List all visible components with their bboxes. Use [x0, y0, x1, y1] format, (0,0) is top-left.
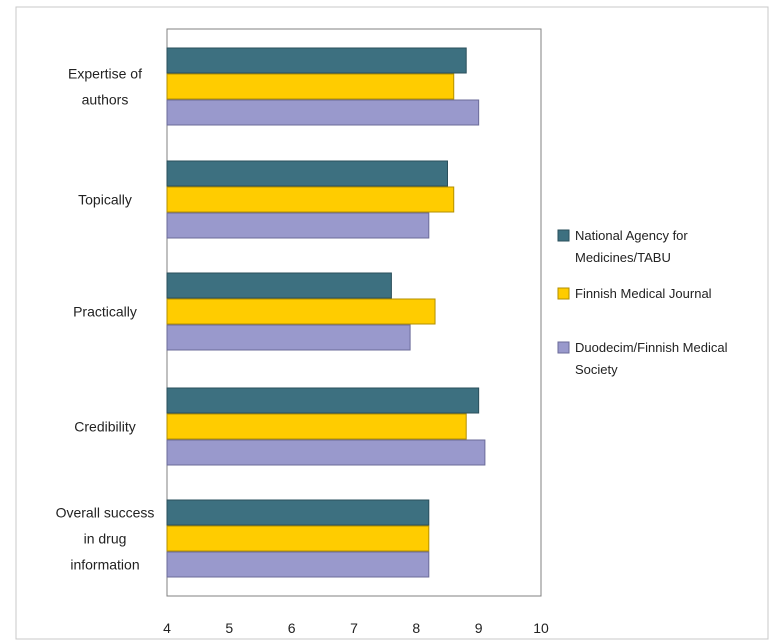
legend-label: Society	[575, 362, 618, 377]
bar	[166, 73, 455, 100]
bar	[166, 212, 430, 239]
category-label: Overall success	[56, 505, 155, 521]
category-label: in drug	[84, 531, 127, 547]
bar	[166, 186, 455, 213]
category-label: information	[70, 557, 139, 573]
x-tick-label: 5	[225, 620, 233, 636]
chart-frame	[15, 6, 769, 640]
bar	[166, 324, 411, 351]
category-label: Practically	[73, 304, 137, 320]
legend-label: Finnish Medical Journal	[575, 286, 712, 301]
bar	[166, 439, 486, 466]
legend-swatch	[557, 287, 570, 300]
x-tick-label: 7	[350, 620, 358, 636]
legend-label: Duodecim/Finnish Medical	[575, 340, 728, 355]
category-label: authors	[82, 92, 129, 108]
category-labels: Expertise of authors Topically Practically C…	[56, 66, 155, 573]
bar	[166, 298, 436, 325]
category-label: Credibility	[74, 419, 135, 435]
legend: National Agency for Medicines/TABU Finnish…	[557, 228, 728, 377]
x-axis-ticks: 4 5 6 7 8 9 10	[163, 620, 549, 636]
bar	[166, 551, 430, 578]
bar	[166, 47, 467, 74]
bar	[166, 160, 448, 187]
bars-group	[166, 47, 486, 578]
x-tick-label: 6	[288, 620, 296, 636]
legend-swatch	[557, 229, 570, 242]
bar	[166, 272, 392, 299]
category-label: Expertise of	[68, 66, 142, 82]
category-label: Topically	[78, 192, 132, 208]
bar	[166, 413, 467, 440]
bar	[166, 387, 480, 414]
x-tick-label: 8	[412, 620, 420, 636]
x-tick-label: 9	[475, 620, 483, 636]
bar	[166, 525, 430, 552]
x-tick-label: 4	[163, 620, 171, 636]
bar	[166, 99, 480, 126]
legend-label: Medicines/TABU	[575, 250, 671, 265]
legend-swatch	[557, 341, 570, 354]
legend-label: National Agency for	[575, 228, 688, 243]
bar	[166, 499, 430, 526]
x-tick-label: 10	[533, 620, 549, 636]
